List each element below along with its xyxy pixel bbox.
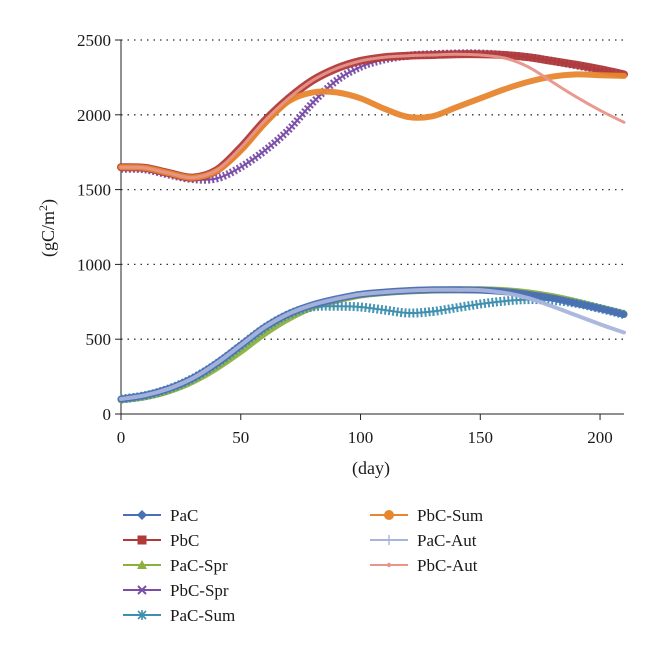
legend-item-pbc-sum: PbC-Sum — [370, 506, 483, 525]
legend-label: PaC — [170, 506, 198, 525]
series-pbc — [117, 50, 628, 182]
y-tick-label: 2500 — [77, 31, 111, 50]
legend-item-pbc-aut: PbC-Aut — [370, 556, 478, 575]
legend-marker-diamond — [137, 510, 147, 520]
series-line — [120, 295, 626, 404]
series-pbc-aut — [119, 52, 626, 180]
legend-item-pbc: PbC — [123, 531, 199, 550]
y-axis-title: (gC/m2) — [36, 199, 59, 257]
legend-marker-circle — [384, 510, 394, 520]
legend-label: PaC-Sum — [170, 606, 235, 625]
legend-item-pac: PaC — [123, 506, 198, 525]
legend-item-pac-spr: PaC-Spr — [123, 556, 228, 575]
x-tick-label: 50 — [232, 428, 249, 447]
series-pac-sum — [120, 295, 626, 404]
legend-label: PbC-Aut — [417, 556, 478, 575]
series-line — [118, 71, 627, 181]
y-tick-label: 0 — [103, 405, 112, 424]
series-line — [119, 52, 626, 180]
legend-label: PbC-Spr — [170, 581, 229, 600]
x-axis-title: (day) — [352, 458, 390, 479]
legend-label: PbC-Sum — [417, 506, 483, 525]
legend-marker-triangle — [137, 560, 147, 569]
legend-item-pbc-spr: PbC-Spr — [123, 581, 229, 600]
tick-labels: 0 500 1000 1500 2000 2500 0 50 100 150 200 — [77, 31, 613, 447]
legend-marker-asterisk — [137, 610, 147, 620]
series-line — [119, 287, 626, 401]
axes — [115, 39, 624, 420]
legend-label: PbC — [170, 531, 199, 550]
y-tick-label: 500 — [86, 330, 112, 349]
y-tick-label: 2000 — [77, 106, 111, 125]
legend-marker-dot — [386, 562, 392, 568]
x-tick-label: 100 — [348, 428, 374, 447]
legend-marker-x — [137, 585, 147, 595]
legend-marker-plus — [384, 535, 394, 545]
series-pbc-spr — [120, 49, 625, 184]
legend: PaC PbC PaC-Spr PbC-Spr PaC-Sum PbC-Sum PaC-Au… — [123, 506, 483, 625]
y-tick-label: 1000 — [77, 255, 111, 274]
series-line — [117, 50, 628, 182]
series-line — [120, 49, 625, 184]
series-line-core — [120, 298, 625, 400]
legend-label: PaC-Spr — [170, 556, 228, 575]
legend-item-pac-sum: PaC-Sum — [123, 606, 235, 625]
y-tick-label: 1500 — [77, 181, 111, 200]
x-tick-label: 150 — [468, 428, 494, 447]
series-pac-aut — [119, 287, 626, 401]
legend-item-pac-aut: PaC-Aut — [370, 531, 477, 550]
x-tick-label: 0 — [117, 428, 126, 447]
series-pbc-sum — [118, 71, 627, 181]
series-lines — [117, 49, 628, 404]
series-line-core — [120, 52, 625, 181]
legend-marker-square — [137, 535, 147, 545]
legend-label: PaC-Aut — [417, 531, 477, 550]
x-tick-label: 200 — [587, 428, 613, 447]
